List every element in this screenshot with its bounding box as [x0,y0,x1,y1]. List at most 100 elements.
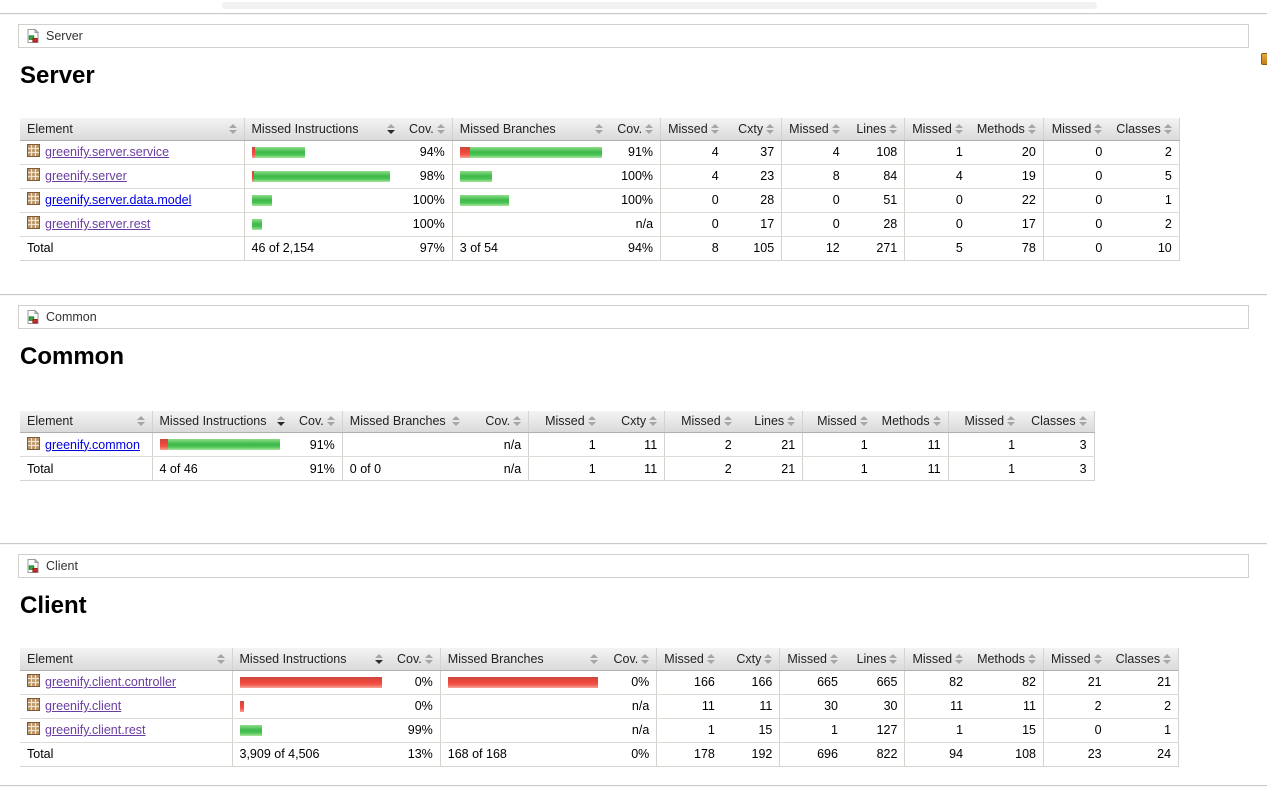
branch-coverage-value: n/a [466,432,529,457]
total-missed-classes: 0 [1042,236,1110,261]
sort-icon [954,123,963,134]
column-header-missed-methods[interactable]: Missed [904,648,971,671]
column-header-missed-methods[interactable]: Missed [802,410,875,433]
total-row: Total 46 of 2,154 97% 3 of 54 94% 8 105 … [20,236,1180,261]
column-header-methods[interactable]: Methods [970,648,1044,671]
column-header-branch-coverage[interactable]: Cov. [610,118,661,141]
report-icon [27,28,40,43]
total-missed-methods: 5 [904,236,970,261]
package-link[interactable]: greenify.server.service [45,145,170,159]
missed-branches-bar [448,725,598,736]
column-header-missed-lines[interactable]: Missed [779,648,845,671]
package-link[interactable]: greenify.client [45,699,122,713]
missed-cxty-value: 4 [660,164,726,189]
cxty-value: 37 [725,140,782,165]
column-header-element[interactable]: Element [20,648,232,671]
column-header-missed-classes[interactable]: Missed [1042,118,1110,141]
missed-cxty-value: 0 [660,188,726,213]
column-header-methods[interactable]: Methods [874,410,949,433]
total-missed-classes: 23 [1043,742,1109,767]
missed-branches-bar [448,701,598,712]
sort-icon [436,123,445,134]
sort-icon [595,123,604,134]
package-link[interactable]: greenify.server.rest [45,217,151,231]
column-header-element[interactable]: Element [20,410,152,433]
total-lines: 21 [738,456,803,481]
column-header-branch-coverage[interactable]: Cov. [466,410,529,433]
column-header-missed-branches[interactable]: Missed Branches [439,648,605,671]
report-icon-slot [25,558,41,574]
missed-cxty-value: 1 [656,718,722,743]
column-header-methods[interactable]: Methods [969,118,1044,141]
package-link[interactable]: greenify.client.controller [45,675,177,689]
missed-methods-value: 4 [904,164,970,189]
table-row: greenify.server 98% 100% 4 23 8 84 4 19 … [20,164,1180,189]
column-header-lines[interactable]: Lines [846,118,905,141]
sort-icon [710,123,719,134]
breadcrumb-label: Server [46,29,83,43]
missed-classes-value: 1 [947,432,1023,457]
total-methods: 11 [874,456,949,481]
column-header-missed-cxty[interactable]: Missed [660,118,726,141]
missed-lines-value: 665 [779,670,845,695]
total-methods: 108 [970,742,1044,767]
column-header-classes[interactable]: Classes [1109,118,1180,141]
column-header-missed-methods[interactable]: Missed [904,118,970,141]
table-row: greenify.client 0% n/a 11 11 30 30 11 11… [20,694,1180,719]
total-instruction-coverage: 13% [390,742,441,767]
column-header-missed-classes[interactable]: Missed [947,410,1023,433]
column-header-missed-cxty[interactable]: Missed [656,648,722,671]
total-methods: 78 [969,236,1044,261]
branch-coverage-value: n/a [604,694,657,719]
column-header-branch-coverage[interactable]: Cov. [604,648,657,671]
package-link[interactable]: greenify.server.data.model [45,193,192,207]
branch-coverage-value: 91% [610,140,661,165]
table-row: greenify.server.service 94% 91% 4 37 4 1… [20,140,1180,165]
total-label: Total [20,236,244,261]
column-header-cxty[interactable]: Cxty [721,648,780,671]
methods-value: 15 [970,718,1044,743]
missed-branches-bar [460,219,604,230]
coverage-table: Element Missed Instructions Cov. Missed … [20,648,1180,767]
column-header-instruction-coverage[interactable]: Cov. [402,118,453,141]
column-header-lines[interactable]: Lines [738,410,803,433]
column-header-missed-classes[interactable]: Missed [1043,648,1109,671]
classes-value: 2 [1108,694,1180,719]
column-header-classes[interactable]: Classes [1022,410,1095,433]
missed-instructions-bar [251,194,396,206]
column-header-missed-instructions[interactable]: Missed Instructions [231,648,390,671]
column-header-missed-branches[interactable]: Missed Branches [451,118,611,141]
column-header-instruction-coverage[interactable]: Cov. [390,648,441,671]
sort-icon [1028,653,1037,664]
column-header-instruction-coverage[interactable]: Cov. [292,410,343,433]
package-icon [27,698,40,711]
classes-value: 1 [1108,718,1180,743]
column-header-missed-instructions[interactable]: Missed Instructions [151,410,292,433]
missed-lines-value: 2 [664,432,739,457]
package-link[interactable]: greenify.server [45,169,127,183]
column-header-classes[interactable]: Classes [1108,648,1180,671]
package-link[interactable]: greenify.client.rest [45,723,146,737]
column-header-cxty[interactable]: Cxty [725,118,782,141]
missed-cxty-value: 1 [528,432,603,457]
column-header-missed-lines[interactable]: Missed [664,410,739,433]
sort-icon [136,416,145,427]
column-header-element[interactable]: Element [20,118,244,141]
column-header-lines[interactable]: Lines [844,648,905,671]
column-header-missed-cxty[interactable]: Missed [528,410,603,433]
column-header-cxty[interactable]: Cxty [602,410,665,433]
missed-methods-value: 1 [904,718,971,743]
instruction-coverage-value: 94% [402,140,453,165]
sort-icon [513,416,522,427]
missed-lines-value: 0 [781,212,847,237]
package-link[interactable]: greenify.common [45,437,140,452]
sort-icon [228,123,237,134]
column-header-missed-lines[interactable]: Missed [781,118,847,141]
column-header-missed-branches[interactable]: Missed Branches [341,410,467,433]
sort-icon [1078,416,1087,427]
sort-icon [764,653,773,664]
sort-icon [641,653,650,664]
classes-value: 5 [1109,164,1180,189]
column-header-missed-instructions[interactable]: Missed Instructions [243,118,402,141]
package-icon-slot [27,216,40,232]
